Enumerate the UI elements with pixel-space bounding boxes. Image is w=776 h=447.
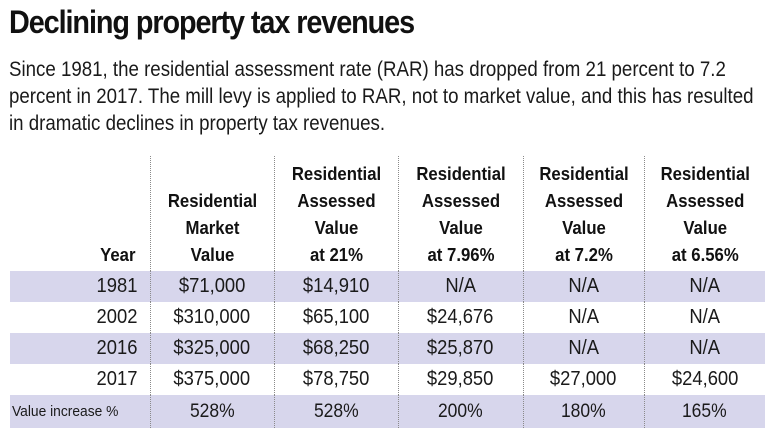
column-header-line: Value <box>190 245 234 265</box>
column-header-line: at 6.56% <box>671 245 739 265</box>
cell-value: 2016 <box>96 337 138 359</box>
table-cell: $27,000 <box>523 364 645 395</box>
column-header-line: at 7.96% <box>426 245 494 265</box>
cell-value: $65,100 <box>302 306 370 328</box>
column-header-line: Residential <box>415 164 506 184</box>
cell-value: N/A <box>445 275 476 297</box>
table-cell: $24,676 <box>398 302 524 333</box>
column-header-line: Market <box>185 218 239 238</box>
table-cell: $24,600 <box>644 364 765 395</box>
table-cell: 200% <box>398 395 524 428</box>
column-header-line: at 21% <box>309 245 363 265</box>
column-header-line: Value <box>561 218 606 238</box>
table-row-value-increase: Value increase % 528% 528% 200% 180% 165% <box>10 395 765 428</box>
column-header-line: Year <box>100 245 136 265</box>
row-label-cell: 2016 <box>10 333 151 364</box>
cell-value: 1981 <box>96 275 138 297</box>
table-cell: 180% <box>523 395 645 428</box>
column-header-2: Residential Assessed Value at 21% <box>274 156 399 271</box>
table-cell: $310,000 <box>150 302 275 333</box>
table-cell: $14,910 <box>274 271 399 302</box>
row-label-cell: 2017 <box>10 364 151 395</box>
table-cell: N/A <box>523 333 645 364</box>
subtitle: Since 1981, the residential assessment r… <box>9 58 754 135</box>
column-header-line: Assessed <box>544 191 623 211</box>
cell-value: 180% <box>561 400 606 422</box>
cell-value: $29,850 <box>427 368 494 390</box>
table-cell: $68,250 <box>274 333 399 364</box>
row-label-cell: 1981 <box>10 271 151 302</box>
cell-value: $24,676 <box>427 306 494 328</box>
table-cell: $65,100 <box>274 302 399 333</box>
cell-value: 528% <box>189 400 235 422</box>
cell-value: $25,870 <box>427 337 494 359</box>
table-cell: N/A <box>523 302 645 333</box>
cell-value: N/A <box>689 306 721 328</box>
cell-value: $78,750 <box>302 368 370 390</box>
table-cell: N/A <box>398 271 524 302</box>
column-header-line: Value <box>438 218 483 238</box>
table-cell: 528% <box>274 395 399 428</box>
column-header-year: Year <box>10 156 151 271</box>
column-header-line: Assessed <box>421 191 500 211</box>
column-header-1: Residential Market Value <box>150 156 275 271</box>
table-cell: N/A <box>644 271 765 302</box>
cell-value: N/A <box>568 306 599 328</box>
table-row: 2017 $375,000 $78,750 $29,850 $27,000 $24,600 <box>10 364 765 395</box>
column-header-line: Value <box>314 218 358 238</box>
table-row: 2016 $325,000 $68,250 $25,870 N/A N/A <box>10 333 765 364</box>
table-cell: $375,000 <box>150 364 275 395</box>
header-row: Year Residential Market Value Residential Ass… <box>10 156 765 271</box>
cell-value: $71,000 <box>178 275 246 297</box>
cell-value: $68,250 <box>302 337 370 359</box>
column-header-4: Residential Assessed Value at 7.2% <box>523 156 645 271</box>
column-header-line: Assessed <box>665 191 744 211</box>
column-header-5: Residential Assessed Value at 6.56% <box>644 156 765 271</box>
cell-value: N/A <box>568 337 599 359</box>
column-header-3: Residential Assessed Value at 7.96% <box>398 156 524 271</box>
cell-value: $24,600 <box>671 368 738 390</box>
column-header-line: Residential <box>538 164 629 184</box>
cell-value: 528% <box>313 400 359 422</box>
column-header-line: Residential <box>660 164 750 184</box>
cell-value: 2017 <box>96 368 138 390</box>
row-label-cell: Value increase % <box>10 395 151 428</box>
column-header-line: at 7.2% <box>554 245 613 265</box>
table-cell: $78,750 <box>274 364 399 395</box>
cell-value: 2002 <box>96 306 138 328</box>
cell-value: $325,000 <box>173 337 251 359</box>
table-cell: 165% <box>644 395 765 428</box>
table-cell: N/A <box>523 271 645 302</box>
table-body: 1981 $71,000 $14,910 N/A N/A N/A 2002 $310,000 $… <box>10 271 765 428</box>
cell-value: $310,000 <box>173 306 251 328</box>
column-header-line: Value <box>682 218 727 238</box>
column-header-line: Residential <box>167 191 257 211</box>
column-header-line: Assessed <box>296 191 376 211</box>
data-table: Year Residential Market Value Residential Ass… <box>10 156 765 428</box>
table-row: 2002 $310,000 $65,100 $24,676 N/A N/A <box>10 302 765 333</box>
cell-value: N/A <box>689 337 721 359</box>
cell-value: 200% <box>438 400 483 422</box>
table-cell: 528% <box>150 395 275 428</box>
table-cell: N/A <box>644 302 765 333</box>
row-label-cell: 2002 <box>10 302 151 333</box>
table-cell: $71,000 <box>150 271 275 302</box>
table-cell: $325,000 <box>150 333 275 364</box>
cell-value: $375,000 <box>173 368 251 390</box>
table-row: 1981 $71,000 $14,910 N/A N/A N/A <box>10 271 765 302</box>
cell-value: Value increase % <box>12 403 119 420</box>
column-header-line: Residential <box>291 164 381 184</box>
cell-value: $14,910 <box>302 275 370 297</box>
table-cell: N/A <box>644 333 765 364</box>
cell-value: $27,000 <box>550 368 617 390</box>
table-cell: $25,870 <box>398 333 524 364</box>
cell-value: N/A <box>689 275 721 297</box>
cell-value: 165% <box>682 400 728 422</box>
table-cell: $29,850 <box>398 364 524 395</box>
cell-value: N/A <box>568 275 599 297</box>
page-title: Declining property tax revenues <box>9 4 415 40</box>
